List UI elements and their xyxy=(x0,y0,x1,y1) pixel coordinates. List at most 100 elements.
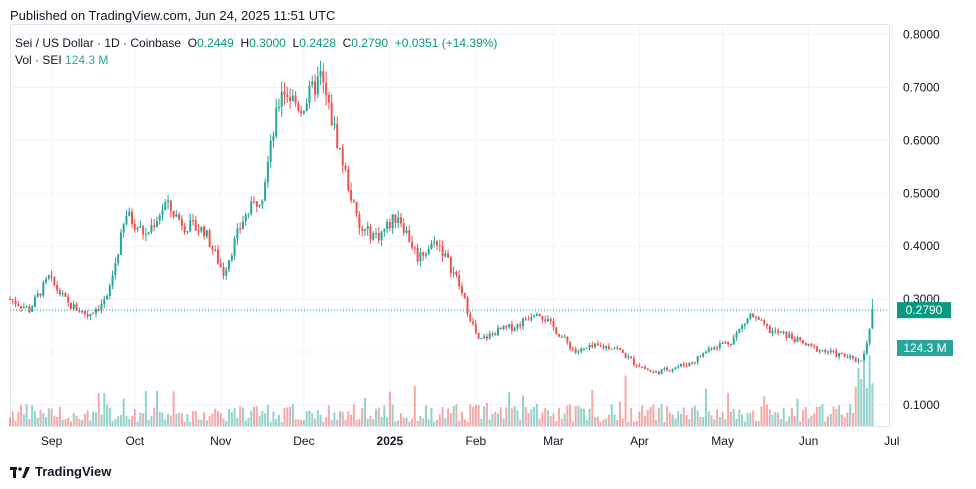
candle-body xyxy=(802,340,805,343)
volume-bar xyxy=(411,418,414,426)
candle-body xyxy=(300,110,303,114)
volume-bar xyxy=(17,411,20,426)
candle-body xyxy=(630,356,633,359)
volume-bar xyxy=(205,420,208,426)
candle-body xyxy=(117,254,120,264)
candle-body xyxy=(691,362,694,364)
candle-body xyxy=(305,103,308,111)
volume-bar xyxy=(247,417,250,426)
volume-bar xyxy=(192,411,195,426)
candle-body xyxy=(713,347,716,350)
volume-bar xyxy=(560,418,563,426)
candle-body xyxy=(699,356,702,358)
candle-body xyxy=(363,229,366,231)
high-value: 0.3000 xyxy=(249,36,286,50)
tradingview-brand[interactable]: TradingView xyxy=(10,464,111,479)
candle-body xyxy=(508,324,511,328)
candle-body xyxy=(413,247,416,249)
candle-body xyxy=(22,307,25,309)
volume-bar xyxy=(502,418,505,426)
volume-bar xyxy=(383,405,386,426)
volume-bar xyxy=(416,420,419,426)
volume-bar xyxy=(577,405,580,426)
volume-bar xyxy=(677,410,680,426)
candle-body xyxy=(119,232,122,255)
volume-bar xyxy=(444,417,447,426)
volume-bar xyxy=(466,421,469,426)
volume-bar xyxy=(236,417,239,426)
volume-bar xyxy=(53,415,56,426)
volume-bar xyxy=(499,407,502,426)
volume-bar xyxy=(47,408,50,426)
candle-body xyxy=(142,226,145,235)
volume-bar xyxy=(519,419,522,426)
candle-body xyxy=(571,348,574,350)
volume-bar xyxy=(727,392,730,426)
candle-body xyxy=(372,233,375,240)
candle-body xyxy=(36,293,39,297)
candle-body xyxy=(485,336,488,339)
y-tick-label: 0.8000 xyxy=(903,28,940,42)
volume-bar xyxy=(197,419,200,426)
candle-body xyxy=(189,220,192,232)
candle-body xyxy=(225,269,228,276)
volume-bar xyxy=(144,391,147,426)
candle-body xyxy=(31,306,34,313)
volume-bar xyxy=(388,391,391,426)
volume-bar xyxy=(552,413,555,426)
volume-bar xyxy=(386,417,389,426)
volume-bar xyxy=(652,404,655,426)
candle-body xyxy=(621,349,624,354)
volume-bar xyxy=(765,404,768,426)
volume-bar xyxy=(818,406,821,426)
volume-bar xyxy=(208,416,211,426)
volume-bar xyxy=(200,419,203,426)
published-header: Published on TradingView.com, Jun 24, 20… xyxy=(10,8,336,23)
volume-bar xyxy=(203,412,206,426)
volume-bar xyxy=(763,396,766,426)
candle-body xyxy=(247,213,250,215)
candle-body xyxy=(325,82,328,96)
candle-body xyxy=(763,320,766,324)
candle-body xyxy=(211,246,214,250)
candle-body xyxy=(427,248,430,254)
candle-body xyxy=(155,220,158,227)
candle-body xyxy=(219,263,222,268)
volume-bar xyxy=(621,418,624,426)
low-value: 0.2428 xyxy=(299,36,336,50)
chart-frame[interactable] xyxy=(10,24,890,427)
candle-body xyxy=(50,275,53,277)
symbol-label: Sei / US Dollar · 1D · Coinbase xyxy=(15,36,182,50)
volume-bar xyxy=(308,410,311,426)
candle-body xyxy=(702,352,705,357)
volume-bar xyxy=(72,413,75,426)
candle-body xyxy=(749,313,752,319)
volume-bar xyxy=(89,420,92,426)
volume-bar xyxy=(558,408,561,426)
volume-bar xyxy=(253,406,256,426)
volume-bar xyxy=(314,418,317,426)
candle-body xyxy=(347,169,350,191)
candle-body xyxy=(649,370,652,372)
candle-body xyxy=(849,355,852,358)
volume-bar xyxy=(871,383,874,426)
candle-body xyxy=(607,346,610,349)
volume-bar xyxy=(355,419,358,426)
candle-body xyxy=(516,324,519,329)
volume-bar xyxy=(142,413,145,426)
volume-bar xyxy=(846,412,849,426)
candle-body xyxy=(444,253,447,257)
candle-body xyxy=(9,299,11,301)
candle-body xyxy=(746,318,749,324)
volume-bar xyxy=(582,408,585,426)
volume-bar xyxy=(305,411,308,426)
candle-body xyxy=(793,338,796,342)
candle-body xyxy=(488,333,491,339)
candle-body xyxy=(546,319,549,322)
last-price-badge xyxy=(897,302,951,319)
volume-bar xyxy=(92,411,95,426)
volume-bar xyxy=(255,406,258,426)
candle-body xyxy=(131,211,134,225)
candle-body xyxy=(652,371,655,373)
